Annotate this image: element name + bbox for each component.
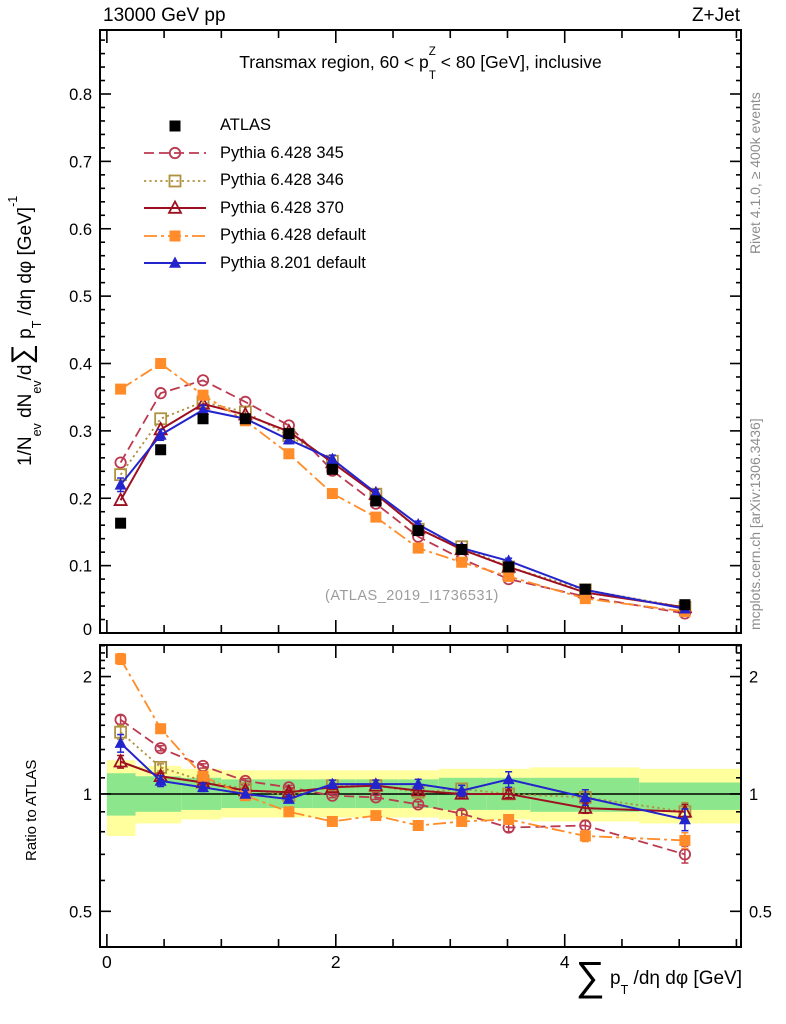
svg-text:2: 2 — [83, 669, 92, 687]
svg-text:0.1: 0.1 — [69, 558, 92, 576]
legend-marker-icon — [144, 199, 206, 214]
analysis-watermark: (ATLAS_2019_I1736531) — [325, 588, 499, 604]
svg-text:0.6: 0.6 — [69, 221, 92, 239]
svg-text:1: 1 — [749, 786, 758, 804]
process-label: Z+Jet — [691, 5, 740, 26]
legend-item-label: Pythia 6.428 346 — [220, 171, 344, 190]
ratio-panel-frame — [99, 644, 742, 948]
svg-text:0.7: 0.7 — [69, 153, 92, 171]
svg-text:0.3: 0.3 — [69, 423, 92, 441]
rivet-version-note: Rivet 4.1.0, ≥ 400k events — [747, 92, 763, 254]
legend-item-label: Pythia 6.428 default — [220, 226, 366, 245]
svg-text:2: 2 — [331, 952, 341, 972]
legend-marker-icon — [144, 230, 206, 242]
series-main — [114, 395, 692, 614]
beam-energy-label: 13000 GeV pp — [103, 5, 226, 26]
series-main — [113, 395, 693, 614]
series-main-atlas — [115, 413, 691, 611]
legend-item: Pythia 6.428 346 — [142, 167, 366, 195]
svg-text:0.2: 0.2 — [69, 490, 92, 508]
y-axis-label: 1/Nev dNev/d∑ pT /dη dφ [GeV]-1 — [6, 195, 45, 466]
legend-item-label: Pythia 8.201 default — [220, 253, 366, 272]
legend-item: Pythia 6.428 370 — [142, 195, 366, 223]
plot-title: Transmax region, 60 < pZT < 80 [GeV], in… — [239, 46, 602, 82]
legend-marker-icon — [144, 147, 206, 160]
svg-text:1: 1 — [83, 786, 92, 804]
svg-text:0: 0 — [102, 952, 112, 972]
series-main — [114, 403, 691, 614]
svg-text:2: 2 — [749, 669, 758, 687]
legend-item-label: Pythia 6.428 345 — [220, 143, 344, 162]
series-ratio — [114, 733, 691, 832]
svg-text:0.5: 0.5 — [69, 288, 92, 306]
series-main — [115, 358, 691, 617]
legend-marker-icon — [144, 174, 206, 188]
legend-marker-icon — [169, 120, 181, 132]
main-panel-frame — [99, 29, 742, 634]
svg-text:0.5: 0.5 — [749, 903, 772, 921]
mcplots-note: mcplots.cern.ch [arXiv:1306.3436] — [747, 418, 763, 630]
legend-item: Pythia 8.201 default — [142, 250, 366, 278]
svg-text:0.4: 0.4 — [69, 356, 92, 374]
legend-item: Pythia 6.428 default — [142, 222, 366, 250]
legend: ATLAS Pythia 6.428 345 Pythia 6.428 346 Pyt… — [142, 112, 366, 277]
svg-text:0.5: 0.5 — [69, 903, 92, 921]
legend-item: ATLAS — [142, 112, 366, 140]
legend-marker-icon — [144, 256, 206, 269]
svg-text:0.8: 0.8 — [69, 86, 92, 104]
legend-item-label: ATLAS — [220, 116, 272, 135]
x-axis-label: ∑ pT /dη dφ [GeV] — [575, 953, 742, 999]
svg-text:0: 0 — [83, 621, 92, 639]
legend-item-label: Pythia 6.428 370 — [220, 198, 344, 217]
legend-item: Pythia 6.428 345 — [142, 140, 366, 168]
svg-text:4: 4 — [560, 952, 570, 972]
tick-labels: 0 0.1 0.2 0.3 0.4 0.5 0.6 0.7 0.8 0.5 0.5 1 1 2 2 0 2 4 — [69, 86, 772, 972]
ratio-y-axis-label: Ratio to ATLAS — [23, 759, 40, 861]
